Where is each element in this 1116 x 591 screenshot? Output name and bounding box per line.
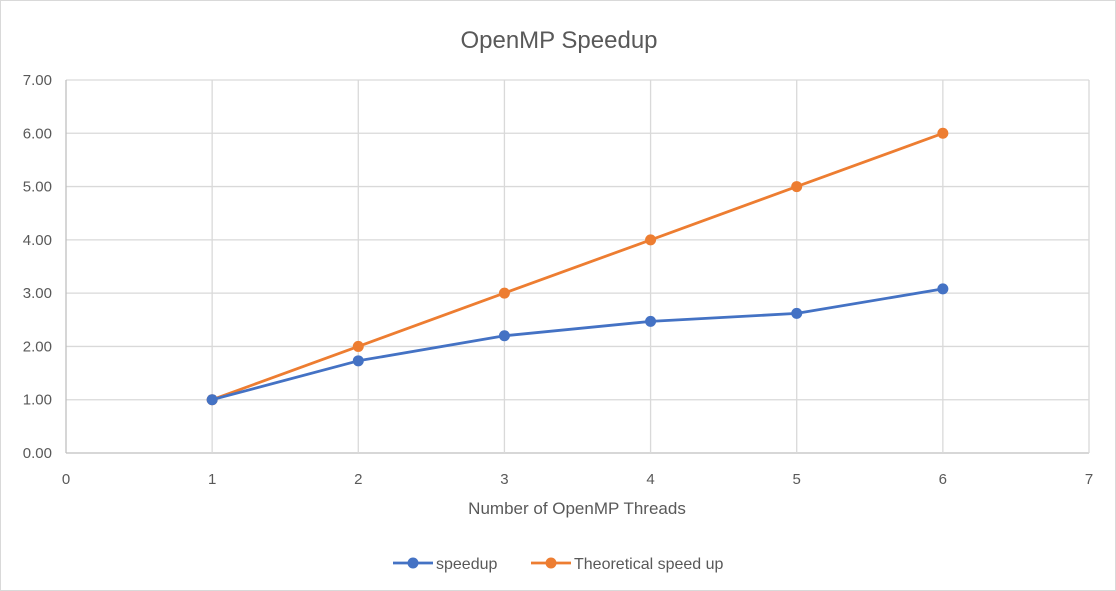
data-point (352, 340, 364, 352)
data-point (791, 181, 803, 193)
legend-label: speedup (436, 556, 497, 573)
legend-item: speedup (393, 556, 497, 573)
data-point (791, 307, 803, 319)
y-tick-label: 2.00 (23, 338, 52, 355)
data-point (645, 315, 657, 327)
legend-marker (545, 557, 557, 569)
chart-title: OpenMP Speedup (460, 27, 657, 54)
x-tick-label: 7 (1085, 471, 1093, 488)
y-tick-label: 0.00 (23, 445, 52, 462)
series-line (210, 287, 945, 402)
x-tick-label: 2 (354, 471, 362, 488)
data-point (498, 287, 510, 299)
legend-item: Theoretical speed up (531, 556, 724, 573)
x-tick-label: 5 (793, 471, 801, 488)
plot-series (206, 127, 949, 406)
x-tick-label: 3 (500, 471, 508, 488)
y-tick-label: 5.00 (23, 179, 52, 196)
y-axis-tick-labels: 0.00 1.00 2.00 3.00 4.00 5.00 6.00 7.00 (23, 72, 52, 462)
legend-marker (407, 557, 419, 569)
y-tick-label: 4.00 (23, 232, 52, 249)
y-tick-label: 6.00 (23, 125, 52, 142)
series-speedup (206, 283, 949, 406)
x-tick-label: 4 (646, 471, 654, 488)
x-axis-title: Number of OpenMP Threads (468, 499, 686, 518)
legend: speedup Theoretical speed up (393, 556, 724, 573)
grid-lines (65, 79, 1090, 454)
data-point (937, 127, 949, 139)
x-tick-label: 1 (208, 471, 216, 488)
y-tick-label: 3.00 (23, 285, 52, 302)
data-point (937, 283, 949, 295)
legend-label: Theoretical speed up (574, 556, 724, 573)
series-theoretical-speed-up (206, 127, 949, 406)
series-line (210, 131, 945, 402)
data-point (206, 394, 218, 406)
data-point (352, 355, 364, 367)
data-point (498, 330, 510, 342)
x-tick-label: 0 (62, 471, 70, 488)
y-tick-label: 7.00 (23, 72, 52, 89)
data-point (645, 234, 657, 246)
x-axis-tick-labels: 0 1 2 3 4 5 6 7 (62, 471, 1093, 488)
y-tick-label: 1.00 (23, 392, 52, 409)
x-tick-label: 6 (939, 471, 947, 488)
